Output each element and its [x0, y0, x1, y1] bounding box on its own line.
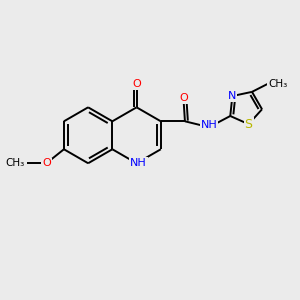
Text: CH₃: CH₃ [268, 79, 287, 88]
Text: NH: NH [130, 158, 147, 168]
Text: N: N [228, 91, 236, 101]
Text: NH: NH [201, 120, 218, 130]
Text: O: O [179, 93, 188, 103]
Text: O: O [132, 80, 141, 89]
Text: O: O [42, 158, 51, 168]
Text: S: S [244, 118, 253, 131]
Text: CH₃: CH₃ [5, 158, 24, 168]
